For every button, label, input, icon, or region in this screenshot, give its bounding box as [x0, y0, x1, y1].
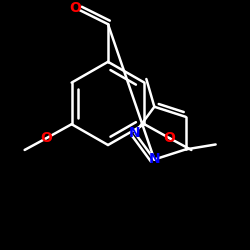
Text: O: O — [69, 1, 81, 15]
Text: N: N — [148, 152, 160, 166]
Text: O: O — [164, 131, 175, 145]
Text: O: O — [41, 131, 52, 145]
Text: N: N — [129, 126, 141, 140]
